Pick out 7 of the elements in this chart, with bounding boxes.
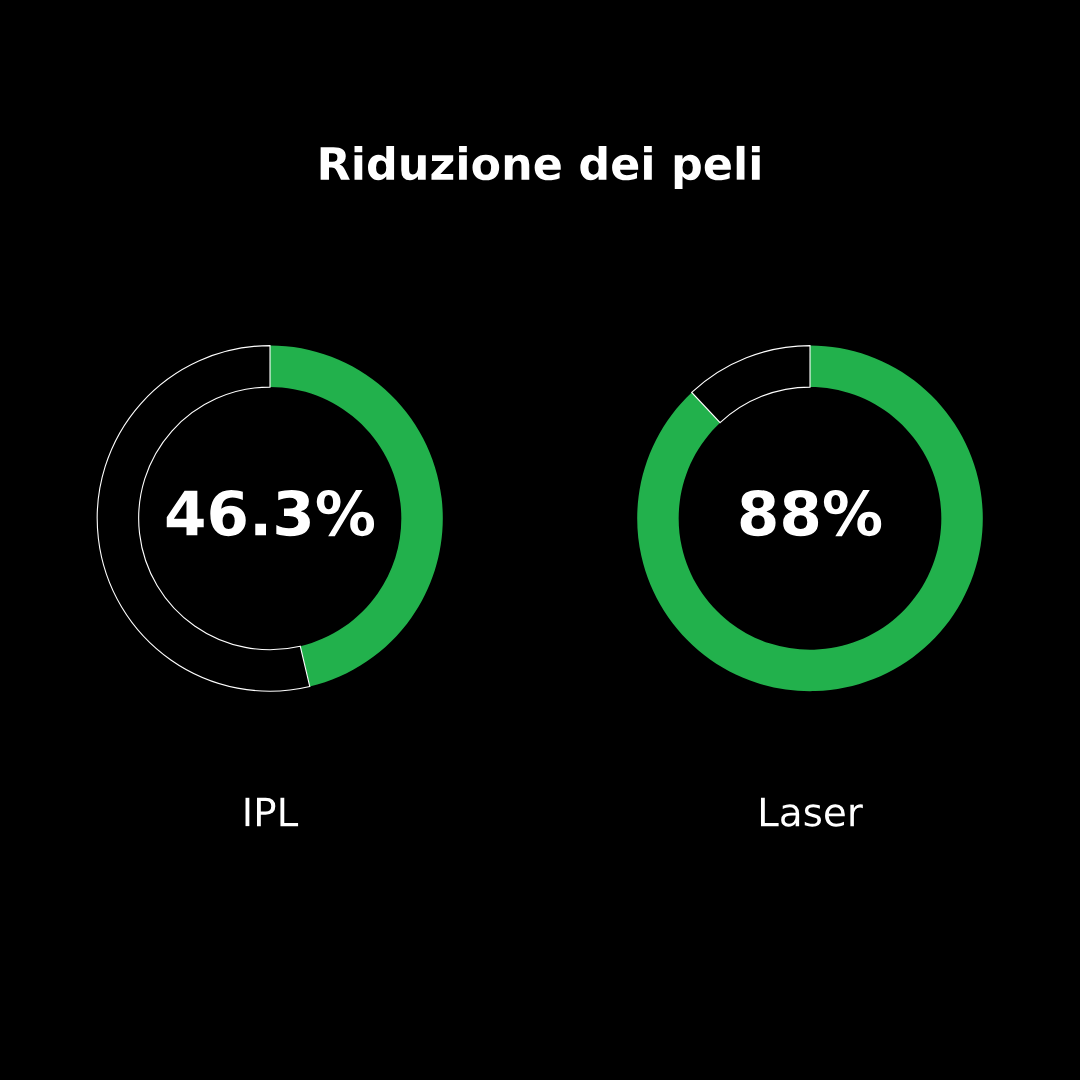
text: Riduzione dei peli <box>320 145 760 189</box>
text: IPL <box>245 797 299 827</box>
data-label: 88% <box>740 489 882 537</box>
donut-slice <box>691 345 811 424</box>
donut-slice <box>637 345 983 692</box>
data-label: 46.3% <box>166 489 375 537</box>
text: Laser <box>760 797 863 827</box>
